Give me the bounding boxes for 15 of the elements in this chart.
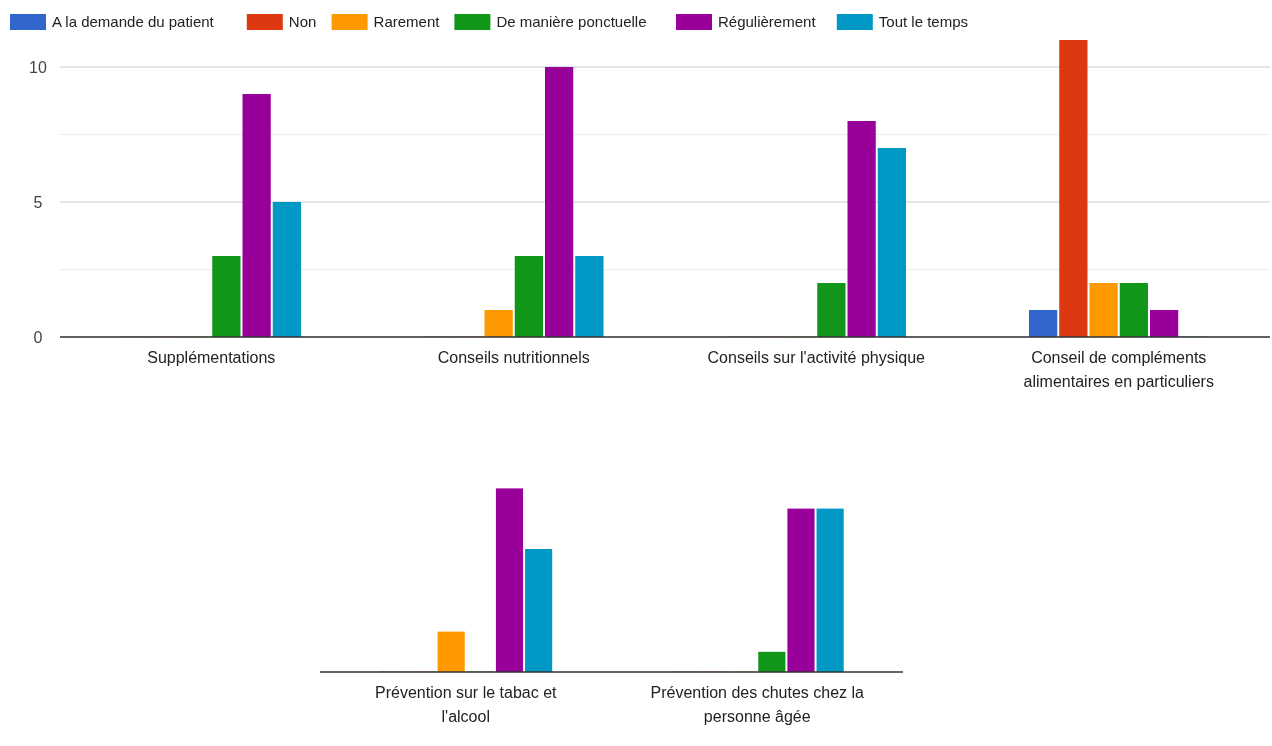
x-tick-label: Conseil de compléments alimentaires en particuliers [1023, 349, 1214, 390]
legend-label: A la demande du patient [52, 13, 215, 30]
legend-label: De manière ponctuelle [496, 13, 647, 30]
x-tick-label: Prévention des chutes chez la personne âgée [650, 684, 865, 725]
y-tick-label: 5 [33, 194, 43, 211]
y-tick-label: 10 [29, 59, 47, 76]
x-tick-label: Prévention sur le tabac et l'alcool [375, 684, 558, 725]
y-tick-label: 0 [33, 329, 43, 346]
x-tick-label: Supplémentations [147, 349, 276, 366]
legend-label: Régulièrement [718, 13, 817, 30]
legend-label: Tout le temps [878, 13, 969, 30]
legend-label: Rarement [373, 13, 441, 30]
x-tick-label: Conseils nutritionnels [437, 349, 590, 366]
legend-label: Non [288, 13, 317, 30]
x-tick-label: Conseils sur l'activité physique [707, 349, 926, 366]
